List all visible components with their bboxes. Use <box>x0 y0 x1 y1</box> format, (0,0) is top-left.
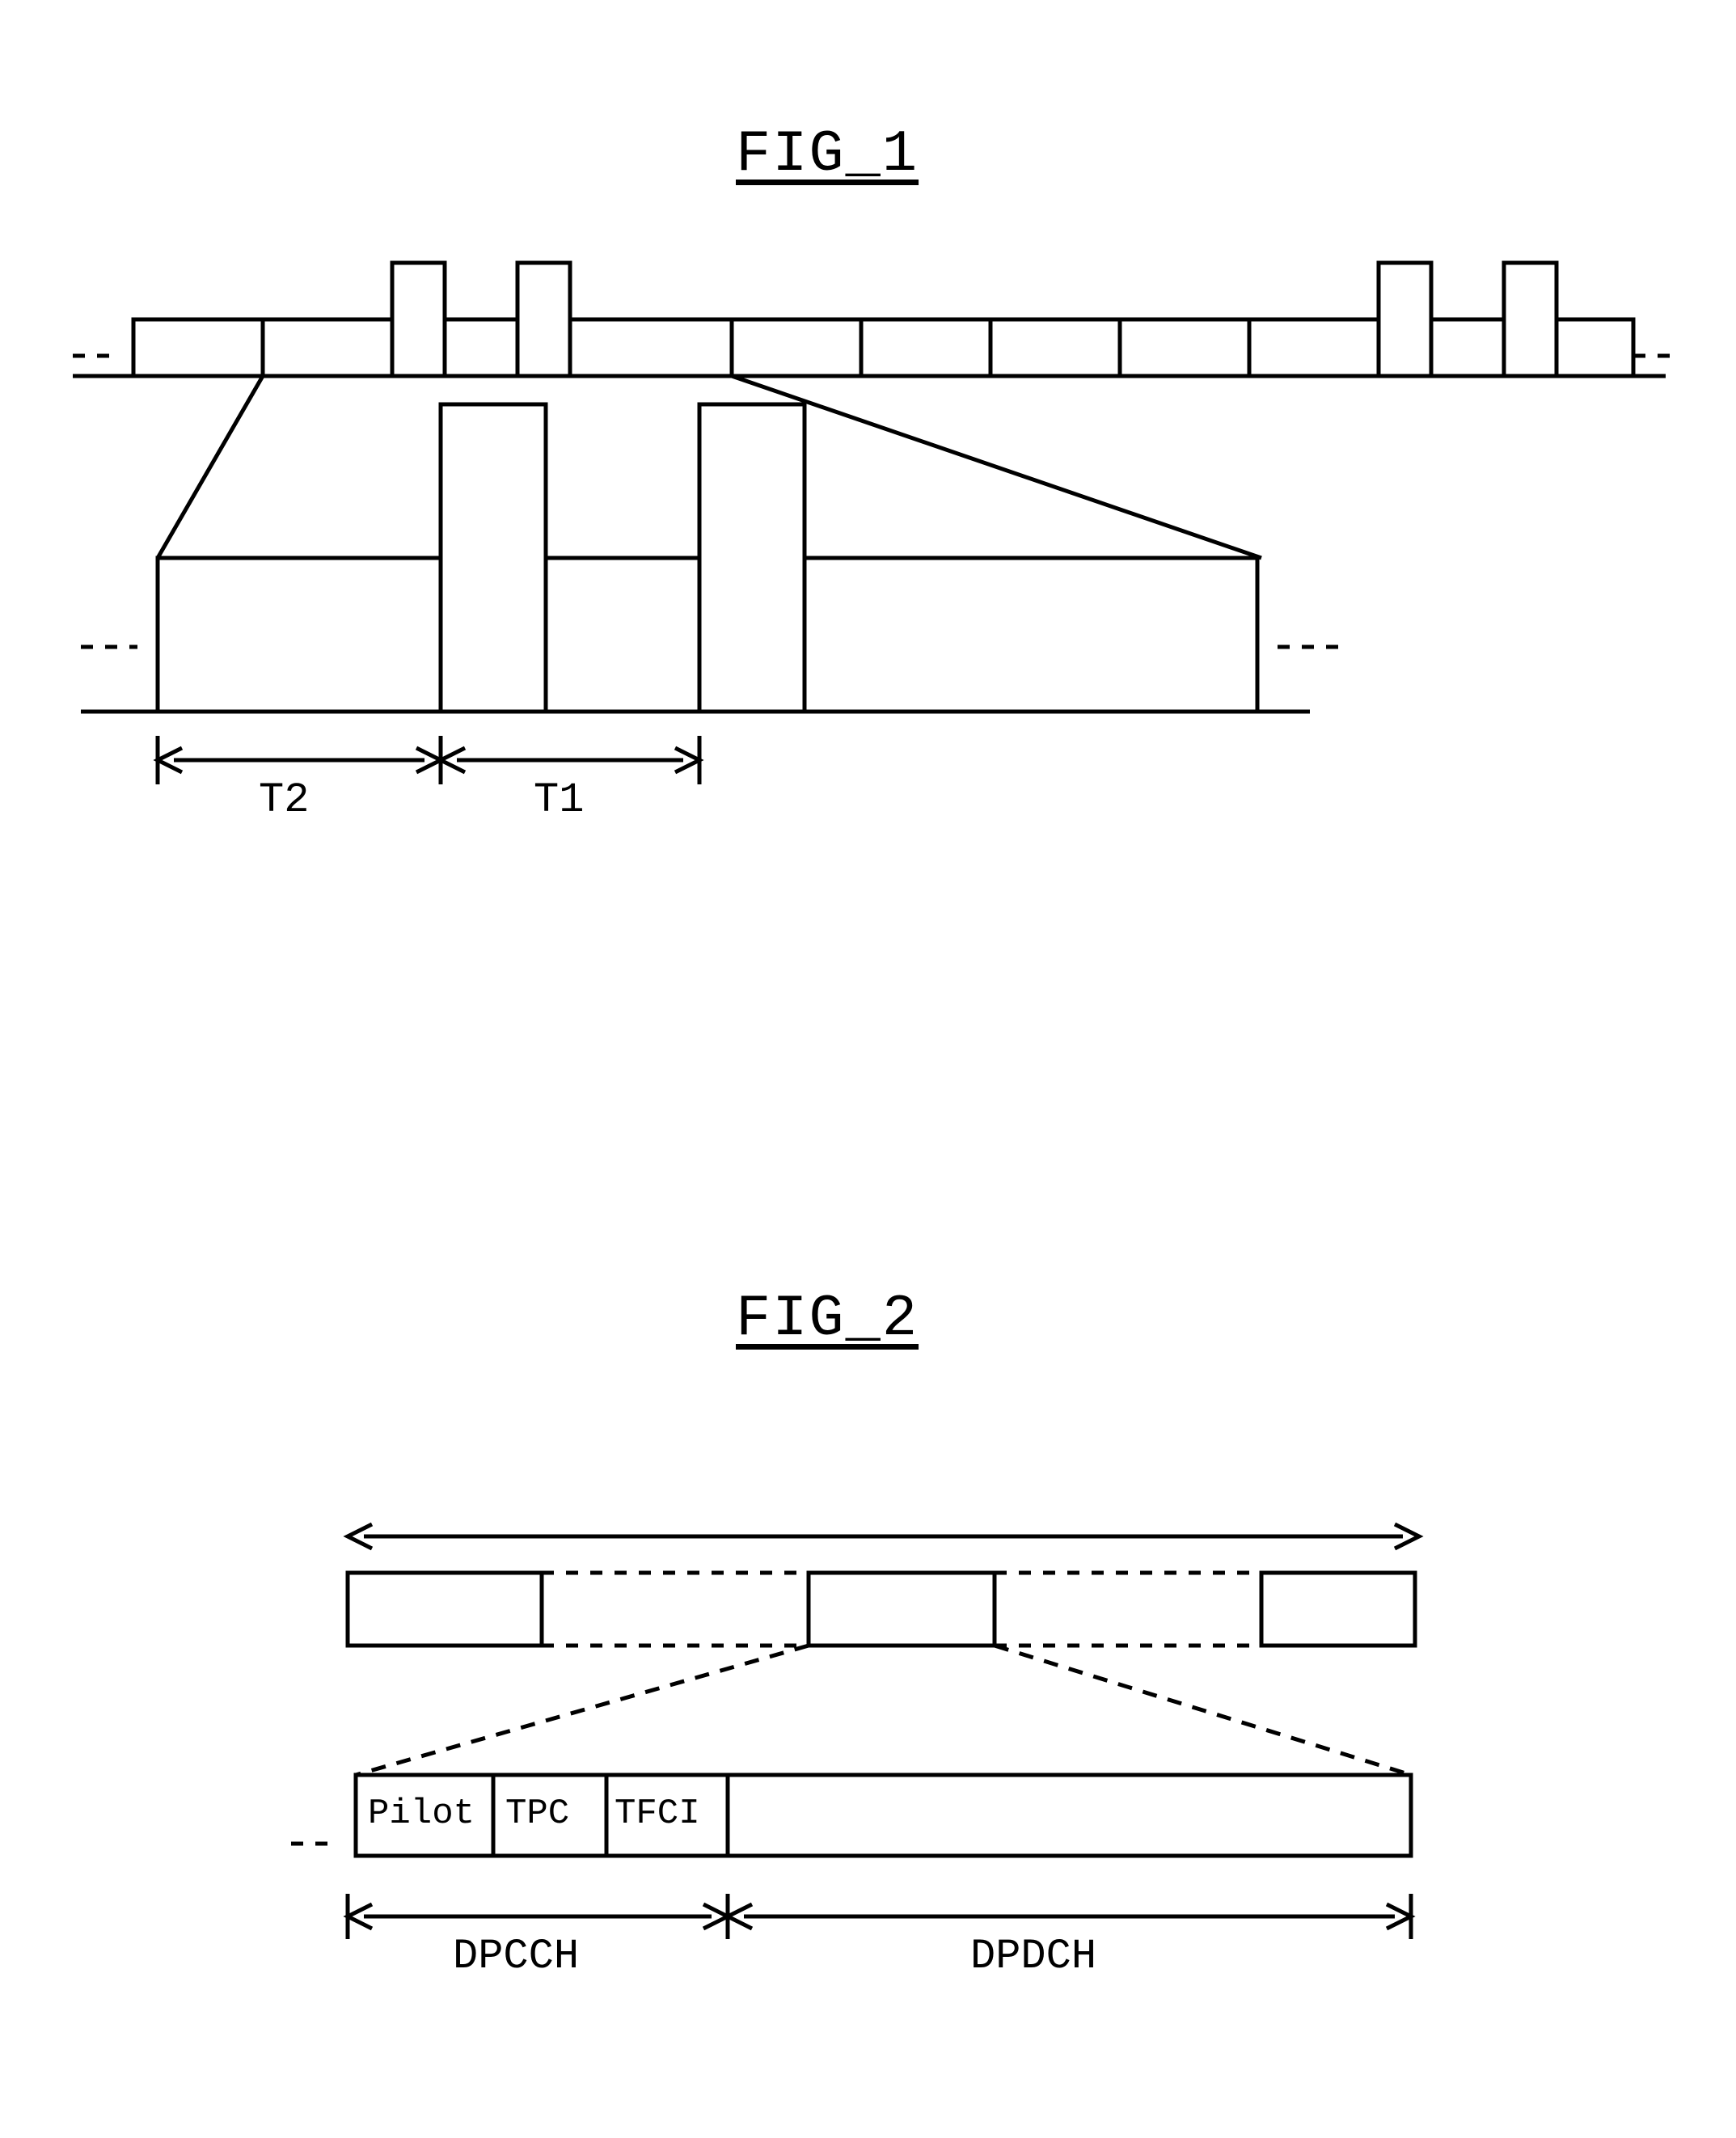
pilot-label: Pilot <box>368 1794 475 1834</box>
tfci-label: TFCI <box>615 1794 700 1834</box>
fig1-diagram <box>0 0 1736 889</box>
t2-label: T2 <box>259 776 309 824</box>
dpcch-label: DPCCH <box>453 1933 579 1980</box>
dpdch-label: DPDCH <box>970 1933 1096 1980</box>
tpc-label: TPC <box>505 1794 569 1834</box>
fig2-diagram <box>0 1132 1736 2022</box>
t1-label: T1 <box>534 776 584 824</box>
